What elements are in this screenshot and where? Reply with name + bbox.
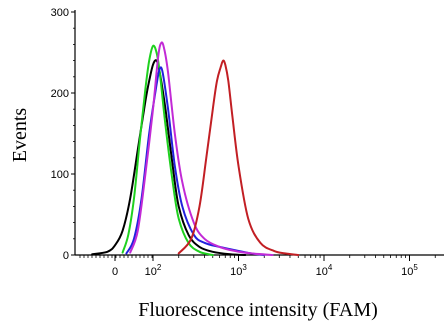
x-axis: 0 102 103 104 105 <box>75 254 444 278</box>
y-tick-label: 0 <box>63 250 69 262</box>
series-line-4 <box>129 41 274 256</box>
x-tick-label: 0 <box>112 266 118 278</box>
x-axis-title: Fluorescence intensity (FAM) <box>138 299 378 321</box>
x-tick-exponent: 3 <box>242 263 247 272</box>
x-tick-label: 104 <box>316 263 333 278</box>
x-tick-label: 105 <box>401 263 418 278</box>
series-line-2 <box>121 44 214 256</box>
y-axis: 0 100 200 300 <box>51 7 76 262</box>
y-tick-label: 200 <box>51 88 69 100</box>
x-tick-exponent: 2 <box>157 263 162 272</box>
x-tick-exponent: 5 <box>413 263 418 272</box>
x-tick-label: 103 <box>230 263 247 278</box>
y-axis-title: Events <box>9 108 31 163</box>
y-tick-label: 100 <box>51 169 69 181</box>
series-line-1 <box>91 59 247 256</box>
x-tick-label: 102 <box>145 263 162 278</box>
series-line-5 <box>177 59 300 256</box>
y-tick-label: 300 <box>51 7 69 19</box>
series-layer <box>91 41 300 256</box>
x-tick-exponent: 4 <box>328 263 333 272</box>
